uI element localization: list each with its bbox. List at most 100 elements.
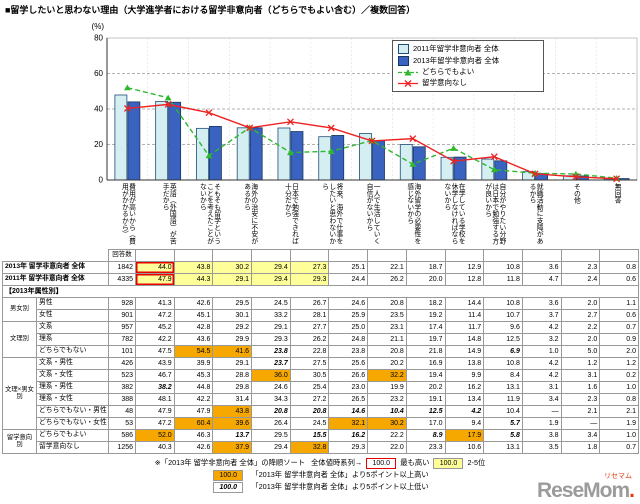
value-cell: 24.8: [328, 333, 369, 346]
value-cell: 20.2: [405, 381, 446, 394]
data-table-wrapper: 回答数 2013年 留学非意向者 全体 1842 44.0 43.8 30.2 29.4 27…: [2, 249, 639, 454]
value-cell: 11.9: [483, 393, 523, 406]
category-label: 在学している学校を休学しなければならないから: [442, 183, 465, 245]
count-cell: 782: [108, 333, 136, 346]
value-cell: 47.9: [135, 273, 175, 286]
table-corner-cell: [2, 249, 109, 262]
value-cell: 32.2: [367, 369, 407, 382]
table-header-row: 回答数: [2, 249, 639, 262]
count-header-cell: 回答数: [108, 249, 136, 262]
x-marker: [246, 124, 254, 132]
value-cell: 17.4: [405, 321, 446, 334]
value-cell: 2.7: [560, 309, 601, 322]
value-cell: 8.9: [405, 429, 446, 442]
value-cell: 2.1: [599, 405, 639, 418]
lower-sample-cell: 100.0: [213, 481, 244, 493]
value-cell: 43.8: [173, 261, 214, 274]
category-label: 将来、海外で仕事をしたいと思わないから: [320, 183, 342, 245]
value-cell: 26.7: [289, 297, 330, 310]
table-row: 留学意向別 どちらでもよい 586 52.0 46.3 13.7 29.5 15.5 16.2 2…: [2, 429, 639, 454]
triangle-marker: [490, 166, 498, 173]
value-cell: 30.5: [289, 369, 330, 382]
value-cell: 23.2: [367, 393, 407, 406]
table-header-cell: [560, 249, 601, 262]
value-cell: 4.2: [521, 321, 562, 334]
value-cell: 41.3: [135, 297, 175, 310]
bar-series-1: [318, 136, 332, 181]
bar-series-1: [114, 94, 128, 181]
value-cell: 20.8: [367, 345, 407, 358]
value-cell: 2.2: [560, 321, 601, 334]
value-cell: 1.6: [560, 381, 601, 394]
bar-series-2: [290, 131, 304, 181]
value-cell: 2.0: [560, 297, 601, 310]
value-cell: 1.2: [560, 357, 601, 370]
legend-item: 2011年留学非意向者 全体: [398, 44, 538, 54]
value-cell: 13.1: [483, 381, 523, 394]
category-label: 海外留学の必要性を感じないから: [405, 183, 420, 245]
value-cell: 23.7: [251, 357, 291, 370]
value-cell: 54.5: [173, 345, 214, 358]
value-cell: 42.6: [173, 297, 214, 310]
y-tick-label: 60: [94, 69, 103, 78]
value-cell: 29.1: [251, 321, 291, 334]
value-cell: 4.2: [521, 369, 562, 382]
watermark-kana: リセマム: [604, 473, 632, 480]
value-cell: 42.2: [135, 333, 175, 346]
value-cell: 11.8: [483, 273, 523, 286]
value-cell: 25.9: [328, 309, 369, 322]
value-cell: 0.9: [599, 333, 639, 346]
x-marker: [409, 135, 417, 143]
value-cell: 39.6: [212, 417, 253, 430]
table-row: 文理別 文系 957 45.2 42.8 29.2 29.1 27.7 25.0 23.1 17.4…: [2, 321, 639, 358]
value-cell: 1.0: [521, 345, 562, 358]
bar-series-2: [168, 101, 182, 181]
table-row: 2011年 留学非意向者 全体 4335 47.9 44.3 29.1 29.4 29.3 2…: [2, 273, 639, 286]
value-cell: 29.1: [212, 357, 253, 370]
value-cell: 29.5: [251, 429, 291, 442]
value-cell: 29.4: [251, 261, 291, 274]
value-cell: 12.9: [444, 261, 485, 274]
value-cell: 3.8: [521, 429, 562, 442]
count-cell: 48: [108, 405, 136, 418]
table-row: どちらでもない・男性 48 47.9 47.9 43.8 20.8 20.8 14.6 10.4…: [3, 405, 639, 418]
value-cell: 2.1: [560, 405, 601, 418]
legend-label: 2011年留学非意向者 全体: [413, 43, 499, 53]
row-label-cell: 留学意向なし: [36, 441, 109, 454]
category-label: 自分がやりたい分野は日本で勉強する方が良いから: [483, 183, 505, 245]
row-label-cell: 文系: [36, 321, 109, 334]
legend-bar-swatch: [398, 56, 409, 66]
value-cell: 32.8: [289, 441, 330, 454]
value-cell: 23.5: [367, 309, 407, 322]
resemom-watermark: リセマム ReseMom.: [537, 473, 635, 502]
category-label: 日本で勉強できれば十分だから: [283, 183, 298, 245]
value-cell: 0.7: [599, 441, 639, 454]
value-cell: 30.2: [212, 261, 253, 274]
x-marker: [123, 105, 131, 112]
group-label-cell: 文理×男女別: [2, 357, 37, 430]
bar-series-1: [196, 127, 209, 181]
y-tick-label: 40: [94, 105, 103, 114]
value-cell: 10.8: [483, 357, 523, 370]
value-cell: 31.4: [212, 393, 253, 406]
value-cell: 47.9: [173, 405, 214, 418]
value-cell: 29.4: [251, 273, 291, 286]
x-marker: [450, 157, 457, 165]
count-cell: 382: [108, 381, 136, 394]
value-cell: 2.4: [560, 273, 601, 286]
value-cell: —: [521, 405, 562, 418]
legend-label: 留学意向なし: [422, 78, 467, 88]
value-cell: 23.1: [367, 321, 407, 334]
value-cell: 29.2: [212, 321, 253, 334]
value-cell: 14.8: [444, 333, 485, 346]
value-cell: 17.0: [405, 417, 446, 430]
category-label: 無回答: [613, 183, 621, 204]
value-cell: 1.9: [599, 417, 639, 430]
legend-item: どちらでもよい: [398, 68, 538, 77]
category-label: 英語（外国語）が苦手だから: [161, 183, 176, 245]
value-cell: 16.2: [328, 429, 369, 442]
lower-label: 「2013年 留学非意向者 全体」より5ポイント以上低い: [251, 482, 429, 491]
legend-label: 2013年留学非意向者 全体: [413, 55, 500, 65]
row-label-cell: どちらでもない・男性: [36, 405, 109, 418]
value-cell: 17.9: [444, 429, 485, 442]
